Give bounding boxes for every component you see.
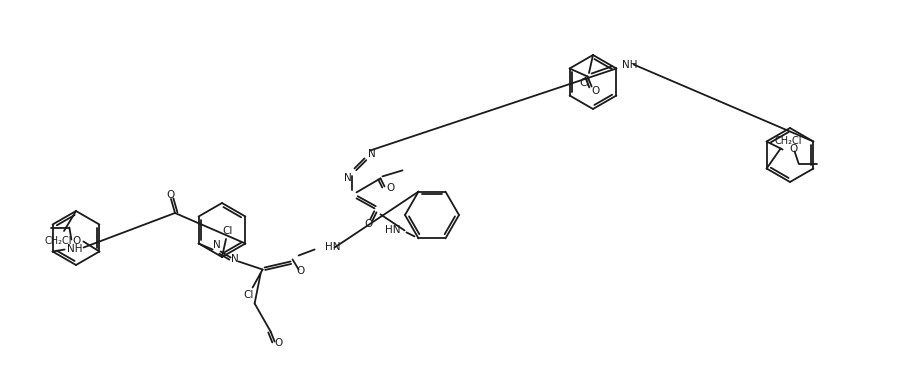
Text: HN: HN <box>385 225 401 236</box>
Text: HN: HN <box>325 243 340 252</box>
Text: CH₂Cl: CH₂Cl <box>44 236 72 246</box>
Text: CH₂Cl: CH₂Cl <box>775 135 802 146</box>
Text: O: O <box>364 219 372 230</box>
Text: O: O <box>386 183 394 194</box>
Text: Cl: Cl <box>243 291 254 300</box>
Text: NH: NH <box>67 244 83 255</box>
Text: O: O <box>274 339 282 348</box>
Text: N: N <box>213 240 220 250</box>
Text: O: O <box>591 86 600 96</box>
Text: NH: NH <box>622 60 637 69</box>
Text: N: N <box>344 173 351 183</box>
Text: N: N <box>231 255 238 264</box>
Text: Cl: Cl <box>580 78 591 88</box>
Text: O: O <box>296 267 304 276</box>
Text: O: O <box>72 237 81 246</box>
Text: O: O <box>167 190 175 200</box>
Text: N: N <box>368 149 375 159</box>
Text: Cl: Cl <box>223 226 233 236</box>
Text: O: O <box>790 144 798 154</box>
